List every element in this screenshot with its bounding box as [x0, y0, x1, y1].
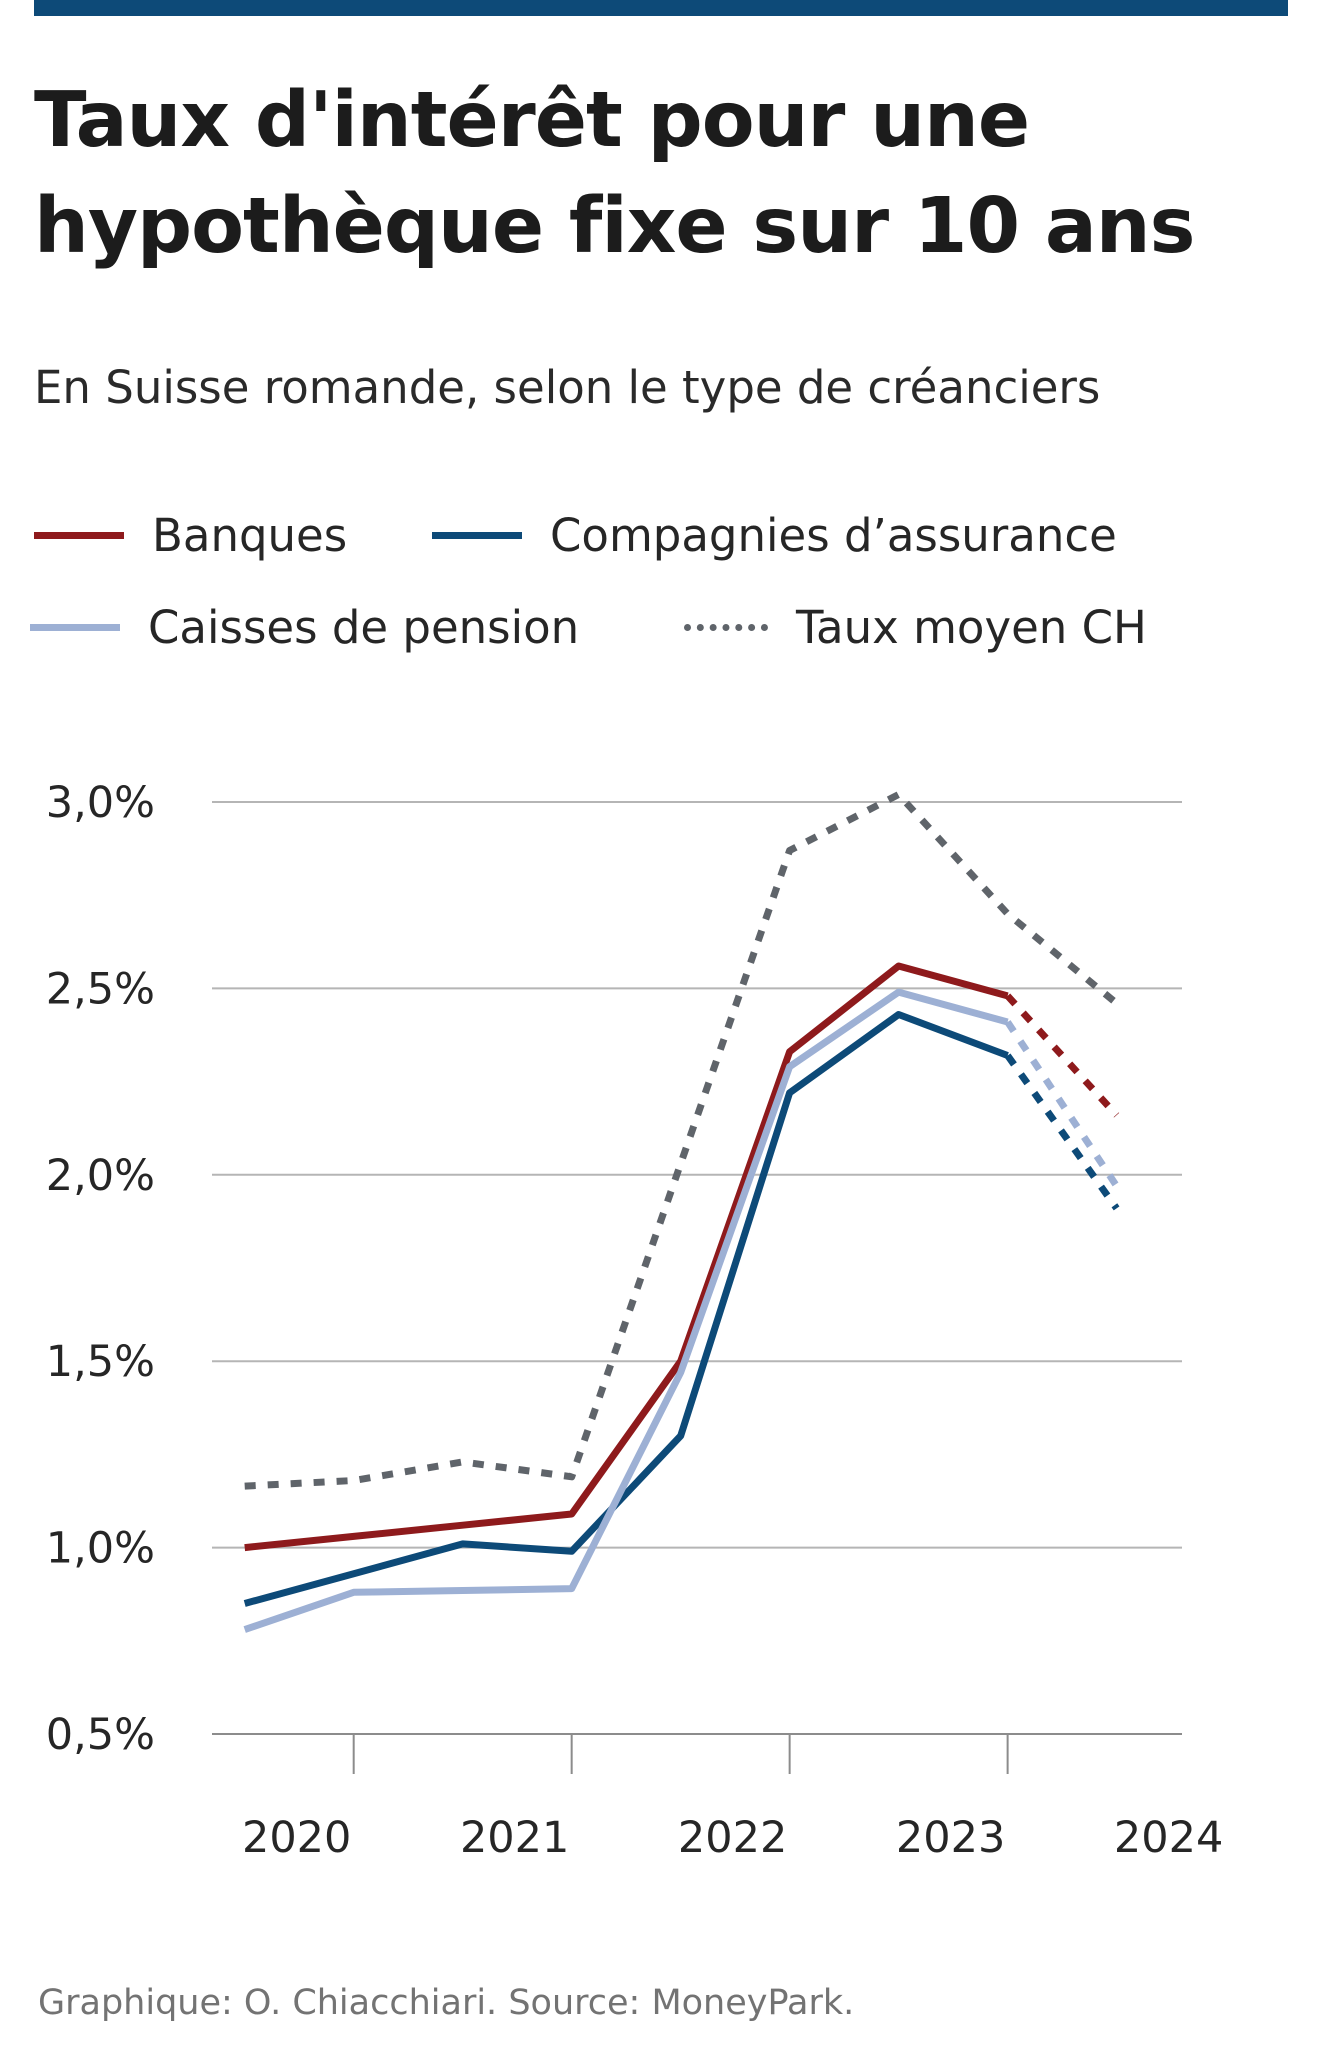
legend-item-banques: Banques: [34, 505, 347, 565]
data-point-pension: [896, 989, 902, 995]
axis-layer: 0,5% 1,0% 1,5% 2,0% 2,5% 3,0% 2020 2021 2022 2023…: [46, 778, 1224, 1863]
data-point-banques: [569, 1511, 575, 1517]
data-point-banques: [1114, 1112, 1120, 1118]
series-layer: [242, 791, 1120, 1633]
data-point-moyen: [351, 1477, 357, 1483]
chart-title: Taux d'intérêt pour une hypothèque fixe …: [34, 76, 1195, 271]
data-point-banques: [1005, 993, 1011, 999]
source-credit: Graphique: O. Chiacchiari. Source: Money…: [38, 1983, 855, 2023]
series-forecast-banques: [1005, 993, 1120, 1118]
legend-swatch-banques: [34, 531, 124, 539]
data-point-assurance: [460, 1541, 466, 1547]
chart-subtitle: En Suisse romande, selon le type de créa…: [34, 361, 1101, 414]
line-chart: 0,5% 1,0% 1,5% 2,0% 2,5% 3,0% 2020 2021 2022 2023…: [46, 778, 1224, 1863]
data-point-assurance: [1114, 1205, 1120, 1211]
legend-label-banques: Banques: [152, 508, 348, 562]
data-point-moyen: [787, 847, 793, 853]
data-point-assurance: [1005, 1053, 1011, 1059]
data-point-moyen: [569, 1474, 575, 1480]
data-point-banques: [896, 963, 902, 969]
series-line-banques: [244, 962, 1009, 1552]
legend-item-assurance: Compagnies d’assurance: [432, 505, 1117, 565]
series-line-assurance: [243, 1011, 1009, 1607]
top-accent-bar: [34, 0, 1288, 16]
data-point-assurance: [787, 1090, 793, 1096]
series-line-moyen: [244, 791, 1119, 1490]
data-point-moyen: [242, 1483, 248, 1489]
data-point-banques: [787, 1049, 793, 1055]
y-tick-label: 2,0%: [46, 1151, 155, 1201]
series-moyen: [242, 791, 1120, 1490]
data-point-assurance: [569, 1548, 575, 1554]
data-point-pension: [351, 1589, 357, 1595]
y-tick-label: 1,0%: [46, 1524, 155, 1574]
data-point-moyen: [1005, 911, 1011, 917]
y-tick-label: 3,0%: [46, 778, 155, 828]
legend-item-moyen: Taux moyen CH: [684, 597, 1147, 657]
x-tick-label: 2023: [896, 1813, 1005, 1863]
data-point-pension: [242, 1627, 248, 1633]
data-point-pension: [787, 1064, 793, 1070]
y-tick-label: 1,5%: [46, 1337, 155, 1387]
data-point-pension: [569, 1586, 575, 1592]
data-point-banques: [460, 1522, 466, 1528]
series-forecast-assurance: [1004, 1053, 1120, 1211]
data-point-moyen: [896, 792, 902, 798]
data-point-pension: [1114, 1183, 1120, 1189]
legend-swatch-assurance: [432, 531, 522, 539]
data-point-moyen: [678, 1161, 684, 1167]
legend-label-assurance: Compagnies d’assurance: [550, 508, 1117, 562]
data-point-banques: [242, 1545, 248, 1551]
data-point-banques: [351, 1533, 357, 1539]
legend-swatch-pension: [30, 623, 120, 631]
data-point-pension: [460, 1587, 466, 1593]
data-point-moyen: [460, 1459, 466, 1465]
series-line-pension: [243, 988, 1009, 1633]
legend-label-moyen: Taux moyen CH: [796, 600, 1147, 654]
series-pension: [242, 988, 1120, 1633]
data-point-assurance: [896, 1011, 902, 1017]
data-point-assurance: [351, 1571, 357, 1577]
x-tick-label: 2022: [678, 1813, 787, 1863]
y-tick-label: 2,5%: [46, 964, 155, 1014]
series-forecast-pension: [1004, 1020, 1120, 1188]
x-tick-label: 2021: [460, 1813, 569, 1863]
x-tick-label: 2024: [1114, 1813, 1223, 1863]
x-tick-label: 2020: [242, 1813, 351, 1863]
data-point-pension: [1005, 1019, 1011, 1025]
legend-item-pension: Caisses de pension: [30, 597, 579, 657]
data-point-moyen: [1114, 1000, 1120, 1006]
y-tick-label: 0,5%: [46, 1710, 155, 1760]
legend-label-pension: Caisses de pension: [148, 600, 580, 654]
data-point-pension: [678, 1369, 684, 1375]
grid-layer: [212, 801, 1182, 1735]
data-point-assurance: [242, 1601, 248, 1607]
legend-swatch-moyen: [684, 623, 768, 631]
series-banques: [242, 962, 1120, 1552]
series-assurance: [242, 1011, 1120, 1607]
data-point-assurance: [678, 1433, 684, 1439]
